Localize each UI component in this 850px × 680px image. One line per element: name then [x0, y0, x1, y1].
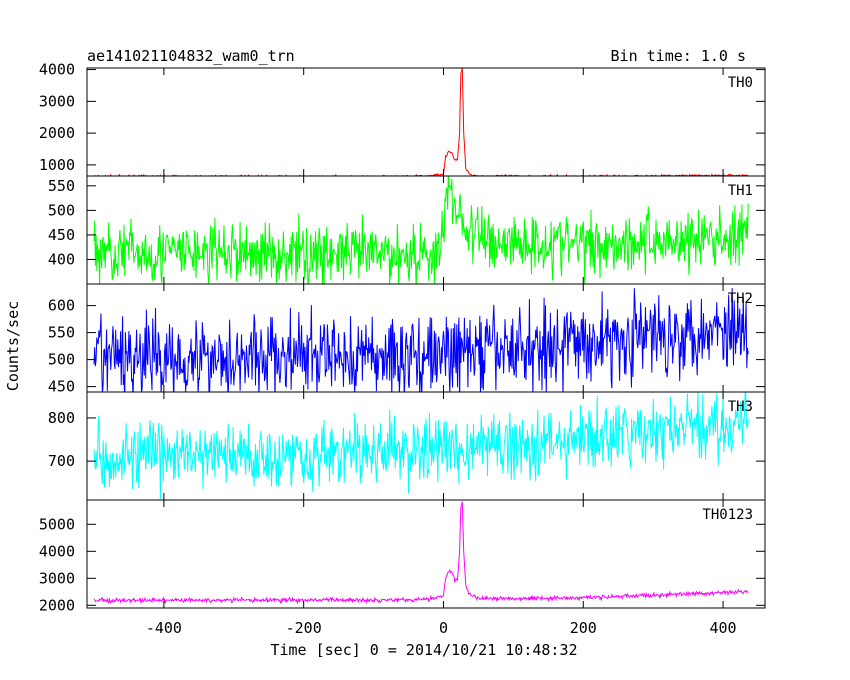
y-tick-label-th2: 450: [48, 378, 75, 396]
y-tick-label-th1: 400: [48, 250, 75, 268]
y-tick-label-th1: 450: [48, 226, 75, 244]
y-tick-label-th2: 550: [48, 324, 75, 342]
series-th2: [93, 287, 749, 392]
x-tick-label: -200: [286, 619, 322, 637]
y-tick-label-th2: 500: [48, 351, 75, 369]
y-tick-label-th0123: 3000: [39, 569, 75, 587]
panel-label-th0123: TH0123: [702, 507, 753, 523]
series-th0123: [93, 501, 749, 605]
chart-title: ae141021104832_wam0_trn: [87, 47, 295, 65]
y-tick-label-th0: 3000: [39, 92, 75, 110]
y-axis-title: Counts/sec: [4, 301, 22, 391]
y-tick-label-th0: 4000: [39, 61, 75, 79]
y-tick-label-th1: 550: [48, 177, 75, 195]
panel-label-th2: TH2: [728, 291, 753, 307]
x-axis-title: Time [sec] 0 = 2014/10/21 10:48:32: [270, 641, 577, 659]
y-tick-label-th0: 2000: [39, 124, 75, 142]
panel-label-th1: TH1: [728, 183, 753, 199]
y-tick-label-th3: 800: [48, 409, 75, 427]
y-tick-label-th1: 500: [48, 201, 75, 219]
y-tick-label-th0123: 4000: [39, 542, 75, 560]
y-tick-label-th2: 600: [48, 297, 75, 315]
x-tick-label: 400: [710, 619, 737, 637]
y-tick-label-th0123: 5000: [39, 515, 75, 533]
x-tick-label: 0: [439, 619, 448, 637]
panel-frame-th0123: [86, 499, 766, 609]
x-tick-label: 200: [570, 619, 597, 637]
series-th1: [93, 176, 749, 284]
y-tick-label-th0: 1000: [39, 156, 75, 174]
x-tick-label: -400: [146, 619, 182, 637]
series-th3: [93, 392, 749, 499]
panel-label-th3: TH3: [728, 399, 753, 415]
panel-frame-th1: [86, 175, 766, 285]
y-tick-label-th0123: 2000: [39, 596, 75, 614]
series-th0: [94, 68, 749, 176]
y-tick-label-th3: 700: [48, 452, 75, 470]
bin-time-label: Bin time: 1.0 s: [611, 47, 746, 65]
panel-frame-th0: [86, 67, 766, 177]
panel-label-th0: TH0: [728, 75, 753, 91]
